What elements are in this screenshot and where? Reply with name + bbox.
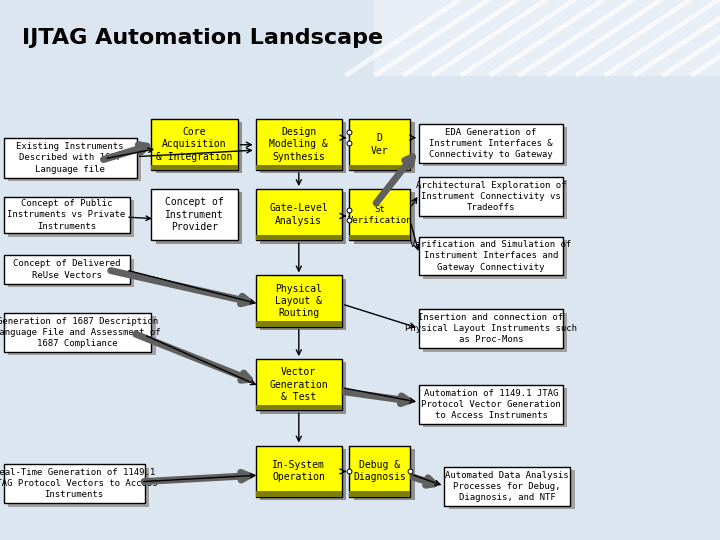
Text: IJTAG Automation Landscape: IJTAG Automation Landscape — [22, 28, 383, 48]
Bar — [256, 189, 342, 240]
Bar — [260, 449, 346, 500]
Bar — [256, 491, 342, 497]
Bar — [4, 313, 151, 352]
Text: Automated Data Analysis
Processes for Debug,
Diagnosis, and NTF: Automated Data Analysis Processes for De… — [446, 471, 569, 502]
Bar — [423, 127, 567, 166]
Bar — [8, 468, 149, 507]
Bar — [419, 124, 563, 163]
Bar — [349, 235, 410, 240]
Bar — [256, 321, 342, 327]
Bar — [4, 255, 130, 284]
Bar — [423, 180, 567, 219]
Text: Architectural Exploration of
Instrument Connectivity vs
Tradeoffs: Architectural Exploration of Instrument … — [415, 181, 567, 212]
Bar — [256, 275, 342, 327]
Bar — [156, 122, 242, 173]
Bar — [4, 197, 130, 233]
Text: Physical
Layout &
Routing: Physical Layout & Routing — [275, 284, 323, 319]
Bar — [0, 0, 720, 76]
Text: Concept of Delivered
ReUse Vectors: Concept of Delivered ReUse Vectors — [13, 259, 120, 280]
Bar — [151, 165, 238, 170]
Bar — [349, 119, 410, 170]
Text: Existing Instruments
Described with 1687
Language file: Existing Instruments Described with 1687… — [17, 143, 124, 173]
Bar — [260, 279, 346, 330]
Text: Verification and Simulation of
Instrument Interfaces and
Gateway Connectivity: Verification and Simulation of Instrumen… — [410, 240, 572, 272]
Text: Generation of 1687 Description
Language File and Assessment of
1687 Compliance: Generation of 1687 Description Language … — [0, 317, 161, 348]
Bar — [354, 449, 415, 500]
Bar — [8, 200, 134, 237]
Bar — [354, 192, 415, 244]
Bar — [423, 240, 567, 279]
Bar — [256, 119, 342, 170]
Bar — [349, 446, 410, 497]
Bar — [444, 467, 570, 506]
Text: Concept of Public
Instruments vs Private
Instruments: Concept of Public Instruments vs Private… — [7, 199, 126, 231]
Bar — [423, 313, 567, 352]
Text: St
Verification: St Verification — [348, 205, 412, 225]
Bar — [349, 165, 410, 170]
Text: Core
Acquisition
& Integration: Core Acquisition & Integration — [156, 127, 233, 162]
Bar — [349, 491, 410, 497]
Bar — [151, 119, 238, 170]
Bar — [4, 138, 137, 178]
Text: Design
Modeling &
Synthesis: Design Modeling & Synthesis — [269, 127, 328, 162]
Bar — [0, 76, 720, 540]
Text: In-System
Operation: In-System Operation — [272, 460, 325, 482]
Bar — [8, 141, 141, 181]
Text: Vector
Generation
& Test: Vector Generation & Test — [269, 367, 328, 402]
Text: Real-Time Generation of 1149.1
JTAG Protocol Vectors to Access
Instruments: Real-Time Generation of 1149.1 JTAG Prot… — [0, 468, 158, 500]
Bar — [349, 189, 410, 240]
Bar — [256, 359, 342, 410]
Bar — [260, 122, 346, 173]
Text: EDA Generation of
Instrument Interfaces &
Connectivity to Gateway: EDA Generation of Instrument Interfaces … — [429, 128, 553, 159]
Text: D
Ver: D Ver — [371, 133, 389, 156]
Bar — [419, 309, 563, 348]
Bar — [151, 189, 238, 240]
Bar — [156, 192, 242, 244]
Text: Debug &
Diagnosis: Debug & Diagnosis — [354, 460, 406, 482]
Bar — [419, 237, 563, 275]
Bar — [260, 362, 346, 414]
Bar — [260, 192, 346, 244]
Bar — [256, 405, 342, 410]
Bar — [419, 385, 563, 424]
Text: Concept of
Instrument
Provider: Concept of Instrument Provider — [165, 197, 224, 232]
Bar — [449, 470, 575, 509]
Bar — [8, 316, 156, 355]
Polygon shape — [374, 0, 720, 76]
Bar — [4, 464, 145, 503]
Bar — [256, 165, 342, 170]
Bar — [423, 388, 567, 427]
Text: Insertion and connection of
Physical Layout Instruments such
as Proc-Mons: Insertion and connection of Physical Lay… — [405, 313, 577, 345]
Bar — [256, 235, 342, 240]
Bar — [354, 122, 415, 173]
Bar — [419, 177, 563, 216]
Text: Gate-Level
Analysis: Gate-Level Analysis — [269, 204, 328, 226]
Text: Automation of 1149.1 JTAG
Protocol Vector Generation
to Access Instruments: Automation of 1149.1 JTAG Protocol Vecto… — [421, 389, 561, 420]
Bar — [256, 446, 342, 497]
Bar — [8, 259, 134, 287]
